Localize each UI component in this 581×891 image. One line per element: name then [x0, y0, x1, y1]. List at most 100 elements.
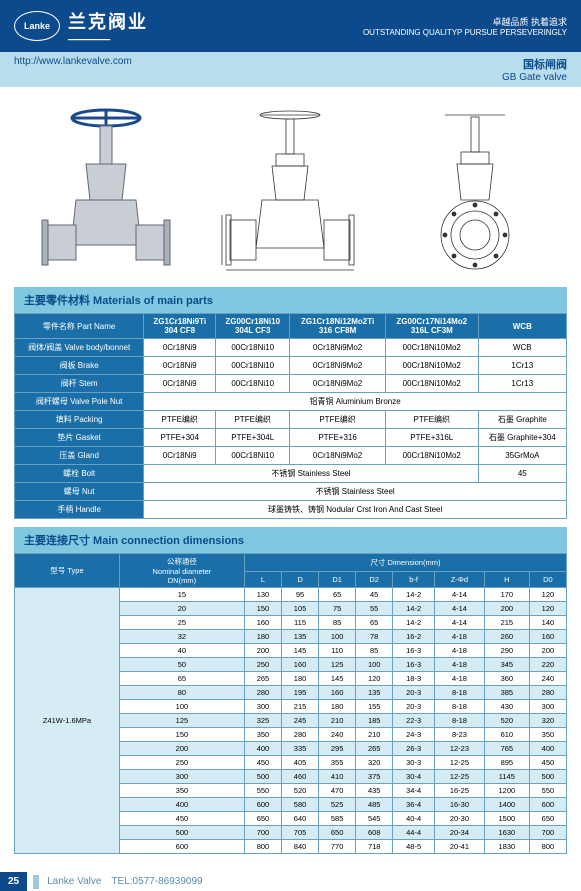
dim-cell: 16-3: [393, 658, 435, 672]
dim-cell: 650: [319, 826, 356, 840]
dim-cell: 800: [529, 840, 566, 854]
dim-cell: 650: [529, 812, 566, 826]
dim-cell: 770: [319, 840, 356, 854]
dim-cell: 140: [529, 616, 566, 630]
page-number: 25: [0, 872, 27, 891]
dim-cell: 160: [244, 616, 281, 630]
dim-cell: 550: [244, 784, 281, 798]
materials-header-cell: ZG00Cr18Ni10 304L CF3: [216, 314, 290, 339]
dim-cell: 34-4: [393, 784, 435, 798]
materials-cell: WCB: [478, 339, 566, 357]
dim-cell: 718: [356, 840, 393, 854]
valve-rendering: [36, 100, 176, 275]
dim-col-header: D0: [529, 572, 566, 588]
dim-cell: 700: [244, 826, 281, 840]
materials-cell: 00Cr18Ni10Mo2: [385, 339, 478, 357]
materials-cell: 1Cr13: [478, 375, 566, 393]
dim-cell: 75: [319, 602, 356, 616]
materials-cell: 00Cr18Ni10: [216, 357, 290, 375]
dim-cell: 55: [356, 602, 393, 616]
dim-cell: 14-2: [393, 616, 435, 630]
dim-cell: 16-2: [393, 630, 435, 644]
dim-cell: 180: [244, 630, 281, 644]
dim-cell: 375: [356, 770, 393, 784]
dim-cell: 450: [244, 756, 281, 770]
dim-col-header: H: [484, 572, 529, 588]
valve-technical-drawing: [220, 100, 360, 275]
dim-cell: 220: [529, 658, 566, 672]
footer-tel: TEL:0577-86939099: [111, 876, 202, 887]
dim-cell: 78: [356, 630, 393, 644]
col-type: 型号 Type: [15, 554, 120, 588]
materials-cell: 压盖 Gland: [15, 447, 144, 465]
dim-cell: 895: [484, 756, 529, 770]
materials-header-cell: ZG1Cr18Ni12Mo2Ti 316 CF8M: [290, 314, 386, 339]
dim-cell: 435: [356, 784, 393, 798]
dim-cell: 840: [282, 840, 319, 854]
dim-col-header: Z-Φd: [435, 572, 485, 588]
dim-cell: 320: [356, 756, 393, 770]
materials-header-cell: 零件名称 Part Name: [15, 314, 144, 339]
dim-cell: 135: [282, 630, 319, 644]
materials-cell: 螺母 Nut: [15, 483, 144, 501]
materials-cell: 00Cr18Ni10Mo2: [385, 447, 478, 465]
dim-cell: 145: [282, 644, 319, 658]
dim-cell: 8-18: [435, 686, 485, 700]
dim-cell: 4-18: [435, 630, 485, 644]
materials-cell: 00Cr18Ni10Mo2: [385, 357, 478, 375]
materials-cell: 不锈钢 Stainless Steel: [144, 465, 478, 483]
dim-cell: 145: [319, 672, 356, 686]
dim-cell: 1145: [484, 770, 529, 784]
diagram-area: [0, 87, 581, 287]
dim-cell: 12-25: [435, 770, 485, 784]
dim-cell: 170: [484, 588, 529, 602]
dim-cell: 155: [356, 700, 393, 714]
footer-brand: Lanke Valve: [47, 876, 101, 887]
dim-cell: 24-3: [393, 728, 435, 742]
dim-cell: 265: [356, 742, 393, 756]
dim-col-header: L: [244, 572, 281, 588]
dim-cell: 295: [319, 742, 356, 756]
dim-cell: 1830: [484, 840, 529, 854]
dim-cell: 110: [319, 644, 356, 658]
dim-cell: 8-18: [435, 714, 485, 728]
dim-cell: 450: [529, 756, 566, 770]
dim-cell: 14-2: [393, 602, 435, 616]
dim-cell: 20-3: [393, 686, 435, 700]
materials-cell: 0Cr18Ni9Mo2: [290, 357, 386, 375]
dim-cell: 500: [529, 770, 566, 784]
dim-cell: 400: [529, 742, 566, 756]
brand-name-cn: 兰克阀业: [68, 8, 148, 34]
dim-cell: 195: [282, 686, 319, 700]
page-footer: 25 Lanke Valve TEL:0577-86939099: [0, 872, 581, 891]
materials-cell: 手柄 Handle: [15, 501, 144, 519]
dim-cell: 65: [119, 672, 244, 686]
materials-cell: PTFE编织: [216, 411, 290, 429]
materials-cell: 0Cr18Ni9: [144, 447, 216, 465]
brand-underline: ━━━━━━━━━━: [68, 36, 148, 44]
dim-cell: 95: [282, 588, 319, 602]
dim-cell: 4-14: [435, 588, 485, 602]
dim-cell: 4-18: [435, 658, 485, 672]
dim-cell: 608: [356, 826, 393, 840]
materials-cell: 球墨铸铁、铸钢 Nodular Crst Iron And Cast Steel: [144, 501, 567, 519]
dim-cell: 120: [356, 672, 393, 686]
dim-cell: 180: [319, 700, 356, 714]
materials-cell: 0Cr18Ni9Mo2: [290, 339, 386, 357]
dimensions-table: 型号 Type 公称通径Nominal diameterDN(mm) 尺寸 Di…: [14, 553, 567, 854]
dim-cell: 150: [119, 728, 244, 742]
dim-cell: 65: [319, 588, 356, 602]
dim-cell: 20-3: [393, 700, 435, 714]
dim-col-header: b-f: [393, 572, 435, 588]
dim-cell: 48-5: [393, 840, 435, 854]
logo-block: Lanke 兰克阀业 ━━━━━━━━━━: [14, 8, 148, 44]
product-title-cn: 国标闸阀: [502, 56, 567, 72]
materials-cell: PTFE编织: [144, 411, 216, 429]
dim-cell: 545: [356, 812, 393, 826]
dim-cell: 320: [529, 714, 566, 728]
dim-cell: 160: [319, 686, 356, 700]
dim-cell: 12-25: [435, 756, 485, 770]
materials-header-cell: ZG00Cr17Ni14Mo2 316L CF3M: [385, 314, 478, 339]
materials-cell: 不锈钢 Stainless Steel: [144, 483, 567, 501]
dim-cell: 16-3: [393, 644, 435, 658]
